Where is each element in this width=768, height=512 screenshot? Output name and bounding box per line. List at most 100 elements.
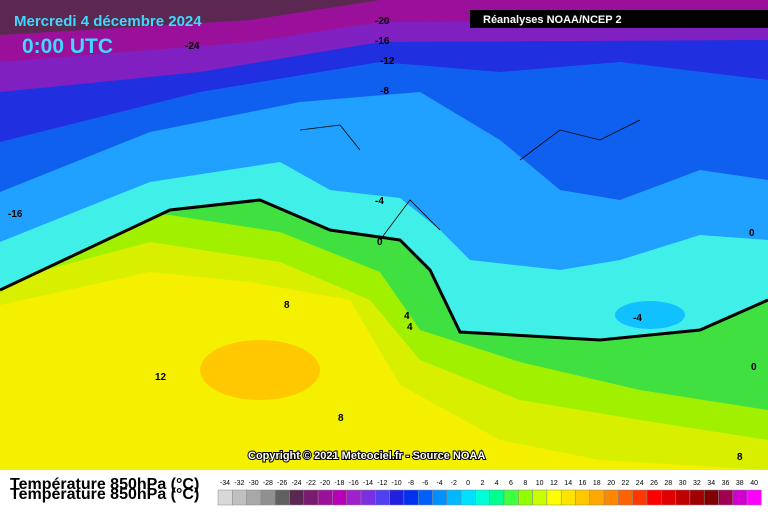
legend-tick-label: -12 xyxy=(377,480,387,487)
legend-tick-label: -2 xyxy=(451,480,457,487)
legend-swatch xyxy=(446,489,462,506)
legend-tick-label: -16 xyxy=(349,480,359,487)
legend-tick-label: -10 xyxy=(392,480,402,487)
legend-title: Température 850hPa (°C) xyxy=(10,486,199,503)
legend-swatch xyxy=(560,489,576,506)
band xyxy=(0,0,380,35)
contour-label: -16 xyxy=(375,36,390,47)
legend-tick-label: 0 xyxy=(466,480,470,487)
legend-swatch xyxy=(532,489,548,506)
legend-swatch xyxy=(575,489,591,506)
map-time: 0:00 UTC xyxy=(22,35,113,58)
legend-swatch xyxy=(317,489,333,506)
legend-swatch xyxy=(646,489,662,506)
contour-label: 8 xyxy=(737,452,743,463)
map xyxy=(0,0,768,470)
legend-tick-label: -6 xyxy=(422,480,428,487)
legend-tick-label: -14 xyxy=(363,480,373,487)
legend-swatch xyxy=(489,489,505,506)
legend-swatch xyxy=(417,489,433,506)
legend-tick-label: -24 xyxy=(291,480,301,487)
legend-tick-label: 26 xyxy=(650,480,658,487)
contour-label: 4 xyxy=(404,311,410,322)
legend-swatch xyxy=(675,489,691,506)
zero-isotherm xyxy=(0,198,768,342)
contour-label: -16 xyxy=(8,209,23,220)
legend-tick-label: 38 xyxy=(736,480,744,487)
legend-tick-label: 14 xyxy=(564,480,572,487)
legend-swatch xyxy=(289,489,305,506)
legend-tick-label: 36 xyxy=(722,480,730,487)
legend-swatch xyxy=(217,489,233,506)
legend-swatch xyxy=(432,489,448,506)
legend-tick-label: -18 xyxy=(334,480,344,487)
legend-tick-label: 30 xyxy=(679,480,687,487)
legend-swatch xyxy=(460,489,476,506)
legend-swatch xyxy=(360,489,376,506)
legend-tick-label: 22 xyxy=(622,480,630,487)
contour-label: 0 xyxy=(749,228,755,239)
legend-swatch xyxy=(661,489,676,506)
legend-swatch xyxy=(475,489,490,506)
contour-label: -12 xyxy=(380,56,395,67)
contour-label: 8 xyxy=(338,413,344,424)
legend-tick-label: 4 xyxy=(495,480,499,487)
legend-tick-label: 28 xyxy=(664,480,672,487)
legend-tick-label: 20 xyxy=(607,480,615,487)
source-label: Réanalyses NOAA/NCEP 2 xyxy=(483,14,622,26)
legend-swatch xyxy=(246,489,262,506)
legend-swatch xyxy=(403,489,419,506)
legend-swatch xyxy=(346,489,362,506)
legend-tick-label: -30 xyxy=(249,480,259,487)
legend-swatch xyxy=(732,489,748,506)
contour-label: 8 xyxy=(284,300,290,311)
legend-swatch xyxy=(389,489,405,506)
band xyxy=(615,301,685,329)
contour-label: -4 xyxy=(375,196,384,207)
legend-tick-label: -8 xyxy=(408,480,414,487)
legend-tick-label: 12 xyxy=(550,480,558,487)
contour-label: -8 xyxy=(380,86,389,97)
legend-swatch xyxy=(718,489,734,506)
legend-tick-label: -4 xyxy=(436,480,442,487)
contour-label: -20 xyxy=(375,16,390,27)
legend-swatch xyxy=(332,489,347,506)
legend-swatch xyxy=(589,489,605,506)
contour-label: 0 xyxy=(377,237,383,248)
legend-tick-label: 6 xyxy=(509,480,513,487)
legend-title: Température 850hPa (°C) xyxy=(10,476,199,493)
legend-swatch xyxy=(632,489,648,506)
legend-tick-label: 40 xyxy=(750,480,758,487)
legend-swatch xyxy=(260,489,276,506)
legend-tick-label: 2 xyxy=(480,480,484,487)
legend-tick-label: -26 xyxy=(277,480,287,487)
map-date: Mercredi 4 décembre 2024 xyxy=(14,13,202,30)
coastline xyxy=(299,119,641,241)
contour-label: -4 xyxy=(633,313,642,324)
legend-tick-label: 16 xyxy=(579,480,587,487)
legend-tick-label: -34 xyxy=(220,480,230,487)
legend-swatch xyxy=(518,489,533,506)
copyright: Copyright © 2021 Meteociel.fr - Source N… xyxy=(248,450,485,462)
contour-label: 0 xyxy=(751,362,757,373)
legend-tick-label: -22 xyxy=(306,480,316,487)
legend-swatch xyxy=(375,489,390,506)
legend-swatch xyxy=(232,489,247,506)
legend-tick-label: 34 xyxy=(707,480,715,487)
source-box xyxy=(470,10,768,28)
legend-swatch xyxy=(689,489,705,506)
legend-tick-label: -32 xyxy=(234,480,244,487)
legend-tick-label: -20 xyxy=(320,480,330,487)
legend-tick-label: -28 xyxy=(263,480,273,487)
contour-label: 4 xyxy=(407,322,413,333)
band xyxy=(200,340,320,400)
legend-swatch xyxy=(503,489,519,506)
legend-swatch xyxy=(618,489,633,506)
legend-tick-label: 10 xyxy=(536,480,544,487)
contour-labels: -20 -16 -12 -8 -24 -4 0 -16 8 4 4 -4 0 0… xyxy=(8,16,757,463)
legend-swatch xyxy=(546,489,562,506)
legend-swatch xyxy=(703,489,719,506)
legend-swatch xyxy=(303,489,319,506)
legend-swatch xyxy=(603,489,619,506)
